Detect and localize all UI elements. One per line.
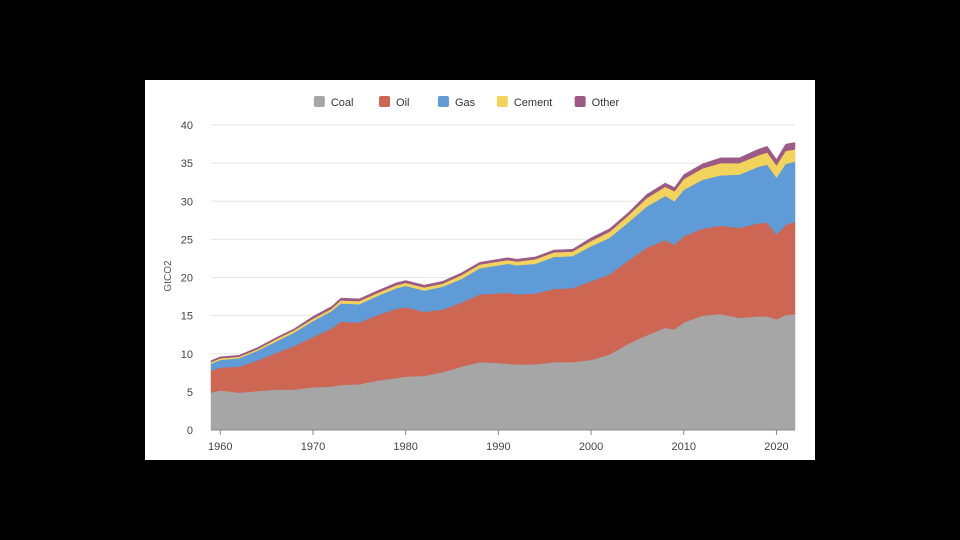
x-tick-label: 1960 <box>208 441 232 453</box>
x-tick-label: 2010 <box>672 441 696 453</box>
y-tick-label: 10 <box>181 349 193 361</box>
x-tick-label: 1980 <box>393 441 417 453</box>
y-tick-label: 30 <box>181 196 193 208</box>
legend-item-coal[interactable]: Coal <box>313 96 354 109</box>
legend-item-gas[interactable]: Gas <box>437 96 476 109</box>
legend-swatch <box>437 96 449 107</box>
y-tick-label: 40 <box>181 120 193 132</box>
legend-item-other[interactable]: Other <box>574 96 620 109</box>
y-tick-label: 15 <box>181 311 193 323</box>
stacked-area-chart: 0 5 10 15 20 25 30 35 40 1960 1970 1980 1990 2000 2010… <box>163 96 796 453</box>
legend-item-cement[interactable]: Cement <box>496 96 553 109</box>
y-tick-label: 25 <box>181 234 193 246</box>
legend-swatch <box>379 96 391 107</box>
axes: 0 5 10 15 20 25 30 35 40 1960 1970 1980 1990 2000 2010… <box>181 120 795 453</box>
x-tick-label: 1970 <box>301 441 325 453</box>
legend-swatch <box>313 96 325 107</box>
legend-label: Other <box>592 97 620 109</box>
x-tick-label: 2020 <box>764 441 788 453</box>
legend-label: Gas <box>455 97 476 109</box>
y-axis-label: GtCO2 <box>163 260 174 292</box>
legend-item-oil[interactable]: Oil <box>379 96 410 109</box>
y-tick-label: 0 <box>187 425 193 437</box>
legend-label: Oil <box>396 97 409 109</box>
legend-label: Coal <box>331 97 354 109</box>
y-tick-label: 5 <box>187 387 193 399</box>
legend-swatch <box>574 96 586 107</box>
legend-swatch <box>496 96 508 107</box>
x-tick-label: 1990 <box>486 441 510 453</box>
chart-card: 0 5 10 15 20 25 30 35 40 1960 1970 1980 1990 2000 2010… <box>145 80 815 460</box>
y-tick-label: 20 <box>181 273 193 285</box>
legend: Coal Oil Gas Cement Other <box>313 96 620 109</box>
area-series-other[interactable] <box>210 142 796 363</box>
y-tick-label: 35 <box>181 158 193 170</box>
legend-label: Cement <box>514 97 553 109</box>
area-series-layer <box>210 142 796 431</box>
x-tick-label: 2000 <box>579 441 603 453</box>
